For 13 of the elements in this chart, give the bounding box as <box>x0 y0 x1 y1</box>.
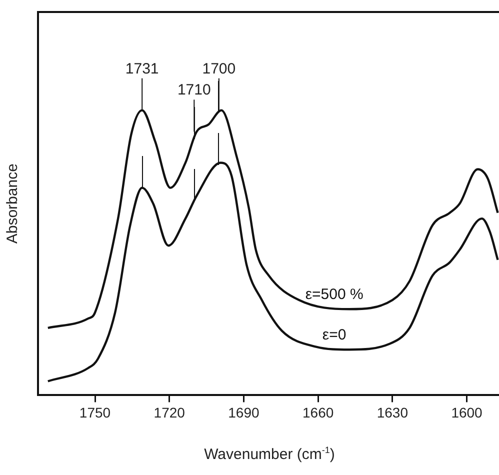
annotation: 1731 <box>125 60 159 78</box>
x-tick-label: 1690 <box>228 404 260 420</box>
x-tick-label: 1660 <box>302 404 334 420</box>
x-tick-label: 1630 <box>376 404 408 420</box>
x-axis-title: Wavenumber (cm$^{-1}$) <box>203 445 336 463</box>
annotation: 1700 <box>202 60 236 78</box>
annotation: 1710 <box>177 82 211 99</box>
x-tick-label: 1720 <box>154 404 186 420</box>
y-axis-title: Absorbance <box>4 164 22 244</box>
x-tick-label: 1750 <box>79 404 111 420</box>
series-label: ε=0 <box>322 326 346 344</box>
x-tick-label: 1600 <box>451 404 483 420</box>
series-label: ε=500 % <box>305 286 364 304</box>
